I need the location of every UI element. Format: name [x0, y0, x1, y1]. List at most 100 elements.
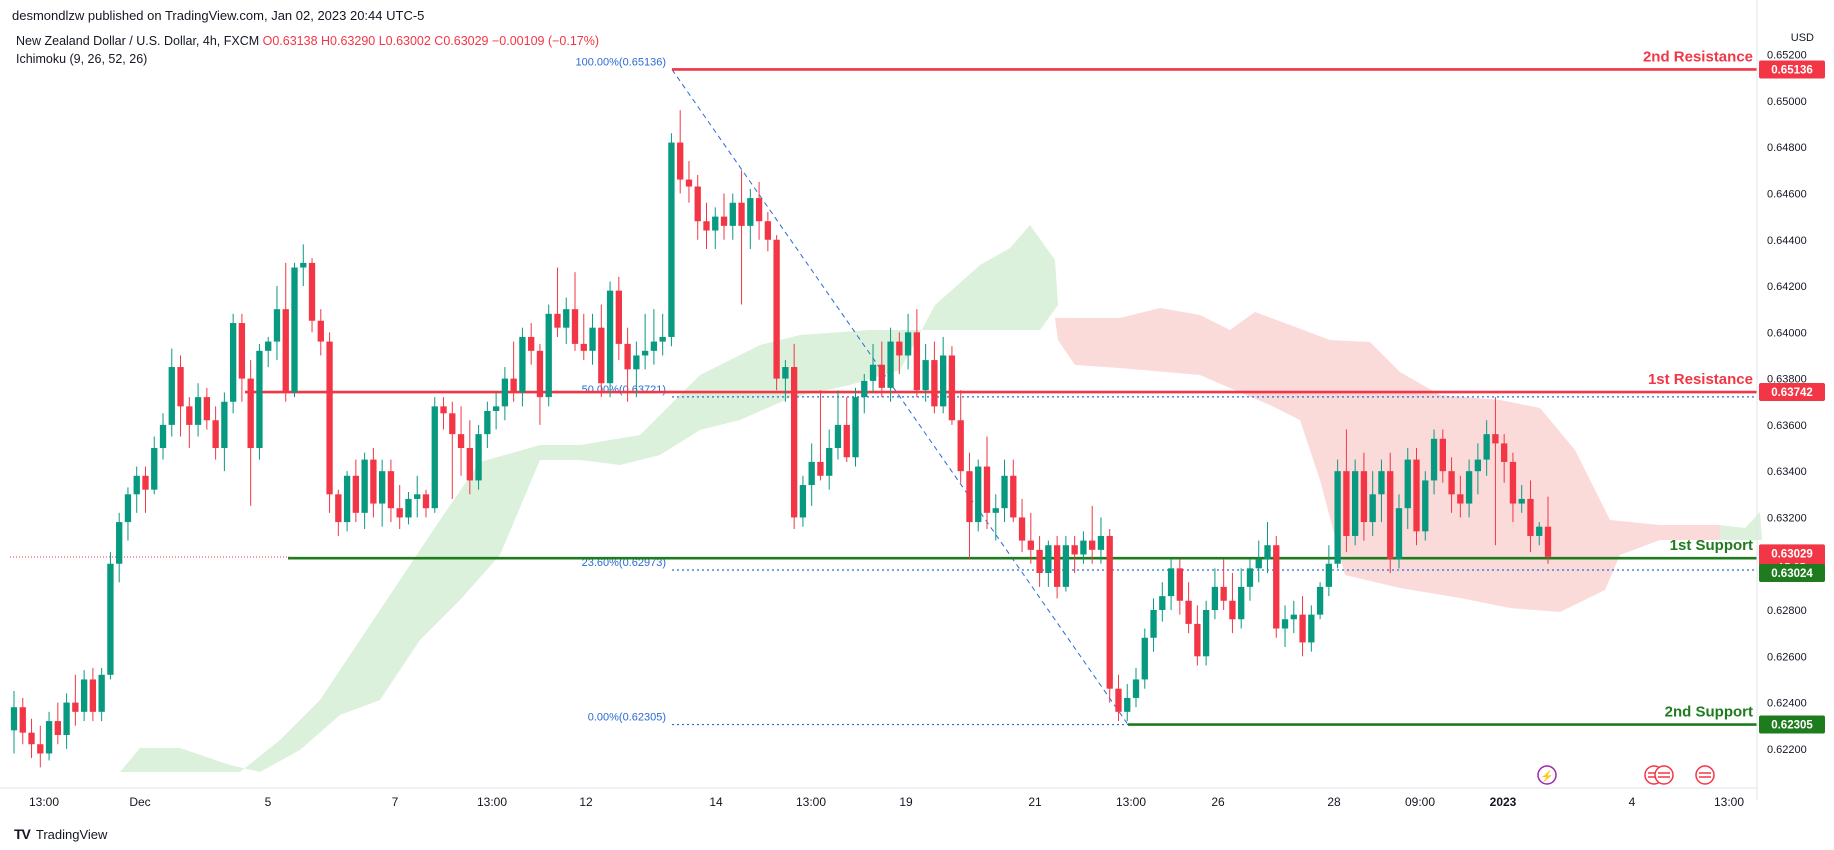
price-tick-label: 0.64600 — [1767, 188, 1807, 200]
tradingview-logo-icon: TV — [14, 826, 31, 842]
candle-body — [405, 498, 412, 518]
candle-body — [326, 341, 333, 495]
candle-body — [1422, 480, 1429, 532]
candle-body — [194, 397, 202, 425]
candle-body — [1273, 545, 1280, 629]
candle-body — [1027, 540, 1034, 550]
price-axis[interactable]: 0.65200 0.65000 0.64800 0.64600 0.64400 0.642… — [1756, 0, 1807, 800]
candle-body — [782, 367, 789, 379]
ichimoku-cloud — [120, 225, 1762, 772]
candle-body — [799, 485, 807, 518]
candle-body — [28, 732, 35, 745]
candle-body — [878, 364, 885, 388]
candle-body — [773, 239, 780, 379]
fib-label: 23.60%(0.62973) — [582, 557, 666, 569]
price-tick-label: 0.62400 — [1767, 698, 1807, 710]
price-tick-label: 0.62800 — [1767, 605, 1807, 617]
symbol-name[interactable]: New Zealand Dollar / U.S. Dollar, 4h, FX… — [16, 34, 260, 48]
candle-body — [440, 406, 447, 414]
candle-body — [650, 341, 658, 351]
publisher-line: desmondlzw published on TradingView.com,… — [12, 8, 425, 23]
candle-body — [685, 179, 693, 187]
candle-body — [1290, 614, 1297, 620]
candle-body — [755, 198, 763, 222]
price-tick-label: 0.63200 — [1767, 512, 1807, 524]
candle-body — [379, 471, 386, 504]
price-tick-label: 0.65200 — [1767, 50, 1807, 62]
time-tick-label: 4 — [1629, 795, 1636, 809]
candle-body — [1176, 568, 1183, 601]
candle-body — [124, 494, 132, 523]
candle-body — [89, 679, 97, 712]
event-markers[interactable]: ⚡ — [1537, 765, 1715, 785]
candle-body — [63, 702, 70, 735]
candle-body — [1465, 471, 1473, 504]
candle-body — [826, 448, 833, 476]
candle-body — [212, 420, 219, 449]
candle-body — [1378, 471, 1385, 495]
indicator-legend[interactable]: Ichimoku (9, 26, 52, 26) — [16, 52, 148, 66]
candle-body — [852, 397, 859, 458]
candle-body — [1527, 498, 1534, 536]
candle-body — [72, 702, 79, 712]
candle-body — [256, 350, 263, 449]
time-tick-label: 21 — [1028, 795, 1042, 809]
brand-name: TradingView — [35, 826, 108, 842]
candle-body — [598, 327, 605, 384]
level-price-tag-text: 0.63024 — [1771, 568, 1813, 580]
candle-body — [177, 367, 184, 407]
candle-body — [151, 448, 158, 490]
level-label: 2nd Support — [1665, 704, 1753, 721]
cloud-bullish — [120, 225, 1058, 772]
candle-body — [1124, 697, 1131, 712]
candle-body — [1246, 568, 1254, 587]
candle-body — [1255, 559, 1262, 569]
candle-body — [1062, 545, 1070, 587]
candle-body — [1325, 563, 1333, 587]
price-tick-label: 0.62600 — [1767, 651, 1807, 663]
price-tick-label: 0.62200 — [1767, 744, 1807, 756]
candle-body — [317, 320, 324, 342]
level-price-tag — [1759, 383, 1825, 402]
candle-body — [449, 413, 456, 435]
candle-body — [1202, 610, 1210, 657]
time-tick-label: Dec — [129, 795, 150, 809]
time-tick-label: 5 — [265, 795, 272, 809]
level-price-tag — [1759, 715, 1825, 734]
candle-body — [536, 350, 544, 398]
candle-body — [142, 475, 149, 490]
candle-body — [1509, 461, 1517, 504]
candle-body — [940, 355, 947, 407]
candle-body — [168, 367, 175, 425]
candle-body — [1518, 498, 1525, 504]
time-tick-label: 13:00 — [29, 795, 59, 809]
candle-body — [545, 313, 552, 398]
candle-body — [747, 198, 754, 226]
candle-body — [1413, 459, 1420, 532]
candle-body — [116, 522, 123, 564]
candle-body — [589, 327, 596, 351]
candle-body — [1492, 434, 1499, 444]
candle-body — [808, 461, 815, 486]
candle-body — [1501, 443, 1508, 462]
candle-body — [720, 216, 728, 226]
time-axis[interactable]: 13:00 Dec 5 7 13:00 12 14 13:00 19 21 13:00 26 28 09:… — [0, 787, 1757, 809]
candle-body — [1536, 526, 1543, 536]
candle-body — [1229, 600, 1236, 620]
fib-trend-line — [671, 69, 1129, 725]
fib-label: 0.00%(0.62305) — [588, 712, 666, 724]
candle-body — [729, 202, 736, 226]
level-price-tag-text: 0.62305 — [1771, 720, 1813, 732]
candle-body — [975, 466, 982, 523]
candle-body — [703, 221, 710, 231]
cloud-bullish-tail — [1720, 512, 1762, 540]
price-tick-label: 0.64200 — [1767, 281, 1807, 293]
candle-body — [159, 424, 167, 449]
candle-body — [54, 721, 61, 735]
time-tick-label: 12 — [579, 795, 593, 809]
candle-body — [677, 142, 684, 180]
level-price-tag-text: 0.63742 — [1771, 387, 1813, 399]
candle-body — [1106, 535, 1113, 689]
